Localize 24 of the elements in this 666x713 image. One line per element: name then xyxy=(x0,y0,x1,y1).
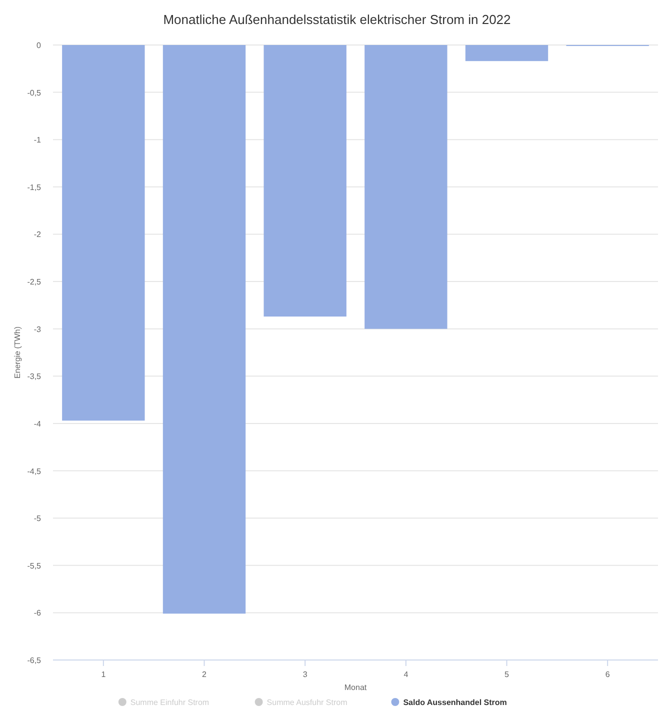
y-tick-label: -4,5 xyxy=(27,466,42,476)
y-axis-title: Energie (TWh) xyxy=(13,326,22,379)
x-axis-title: Monat xyxy=(344,683,368,692)
y-tick-label: -3 xyxy=(34,324,42,334)
x-tick-label: 1 xyxy=(101,670,106,679)
legend-label: Saldo Aussenhandel Strom xyxy=(403,698,507,707)
y-tick-label: -3,5 xyxy=(27,372,42,382)
y-tick-label: -1 xyxy=(34,136,42,145)
x-tick-label: 4 xyxy=(404,670,409,679)
x-tick-label: 2 xyxy=(202,670,208,679)
y-tick-label: -2 xyxy=(34,230,42,240)
x-tick-label: 3 xyxy=(302,670,308,679)
y-tick-label: -4 xyxy=(34,419,42,428)
chart-title: Monatliche Außenhandelsstatistik elektrischer Strom in 2022 xyxy=(163,12,511,27)
y-tick-label: -6,5 xyxy=(27,656,42,665)
y-tick-label: -0,5 xyxy=(27,88,42,98)
y-tick-label: -1,5 xyxy=(27,182,42,192)
x-tick-label: 5 xyxy=(504,670,510,679)
x-tick-label: 6 xyxy=(605,670,610,679)
y-tick-label: -5 xyxy=(34,514,42,524)
y-tick-label: 0 xyxy=(36,41,42,50)
y-tick-label: -2,5 xyxy=(27,278,42,287)
y-tick-label: -5,5 xyxy=(27,561,42,570)
y-tick-label: -6 xyxy=(34,608,42,618)
